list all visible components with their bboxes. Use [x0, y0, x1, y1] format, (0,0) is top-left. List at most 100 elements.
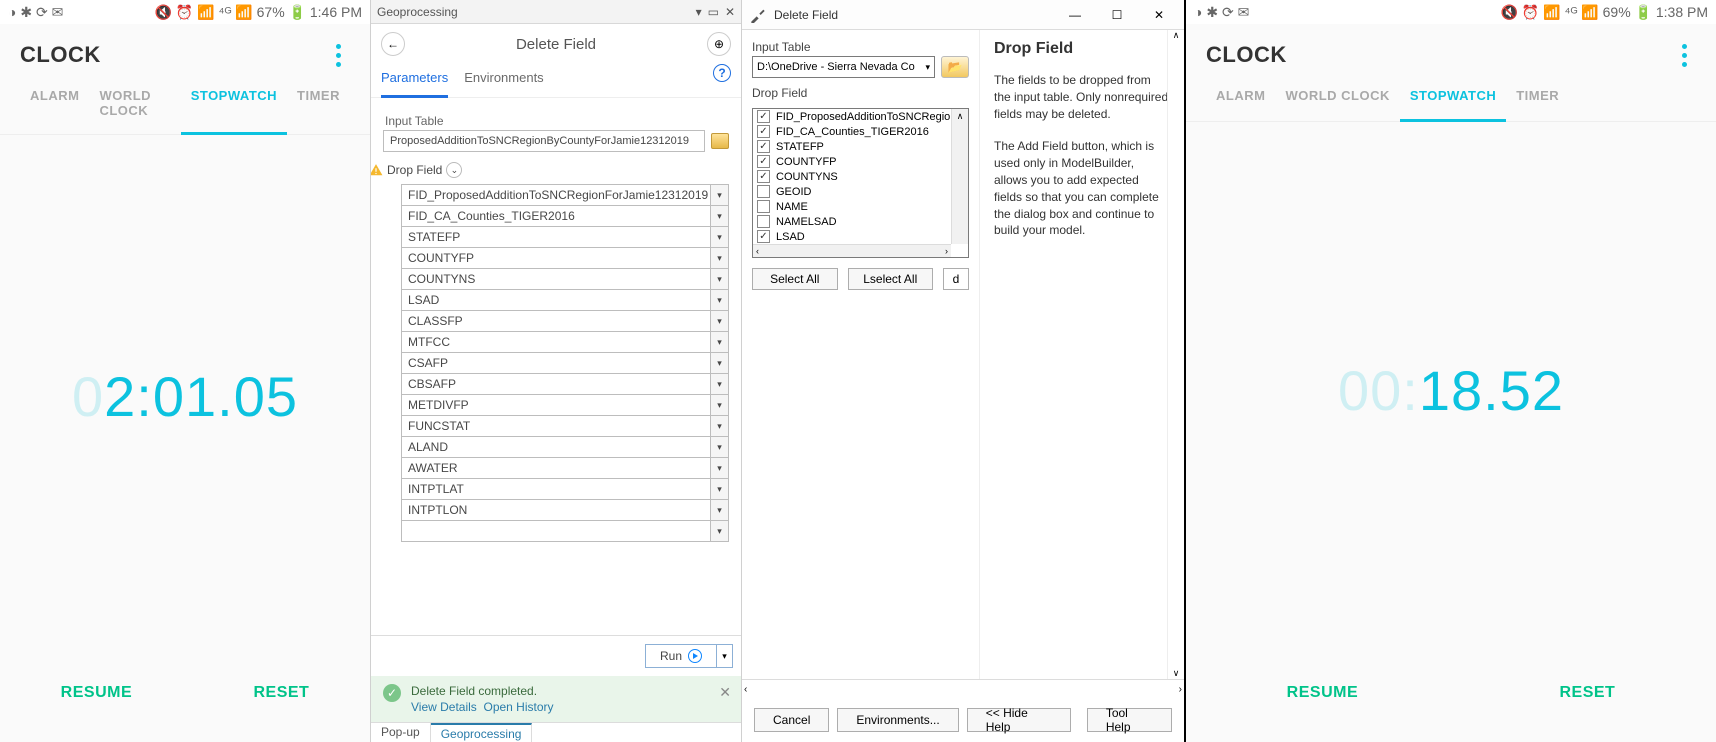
close-icon[interactable]: ✕ [725, 5, 735, 19]
field-checkbox-item[interactable]: ✓FID_CA_Counties_TIGER2016 [753, 124, 968, 139]
overflow-menu-icon[interactable] [1672, 43, 1696, 67]
drop-field-item[interactable]: FUNCSTAT▾ [401, 415, 729, 437]
drop-field-item[interactable]: CLASSFP▾ [401, 310, 729, 332]
dropdown-icon[interactable]: ▾ [710, 458, 728, 478]
drop-field-item[interactable]: FID_CA_Counties_TIGER2016▾ [401, 205, 729, 227]
drop-field-item[interactable]: AWATER▾ [401, 457, 729, 479]
dropdown-icon[interactable]: ▾ [710, 374, 728, 394]
cancel-button[interactable]: Cancel [754, 708, 829, 732]
checkbox-icon[interactable]: ✓ [757, 155, 770, 168]
help-scrollbar[interactable]: ∧∨ [1167, 30, 1184, 679]
field-checkbox-item[interactable]: GEOID [753, 184, 968, 199]
checkbox-icon[interactable]: ✓ [757, 170, 770, 183]
field-checkbox-item[interactable]: ✓COUNTYFP [753, 154, 968, 169]
drop-field-item[interactable]: COUNTYFP▾ [401, 247, 729, 269]
tab-timer[interactable]: TIMER [1506, 76, 1569, 121]
minimize-button[interactable]: — [1058, 4, 1092, 26]
checkbox-icon[interactable] [757, 215, 770, 228]
dropdown-icon[interactable]: ▾ [710, 206, 728, 226]
run-button[interactable]: Run [645, 644, 717, 668]
checkbox-icon[interactable]: ✓ [757, 230, 770, 243]
tab-world-clock[interactable]: WORLD CLOCK [1275, 76, 1399, 121]
select-all-button[interactable]: Select All [752, 268, 838, 290]
add-field-button[interactable]: d [943, 268, 969, 290]
dropdown-icon[interactable]: ▾ [710, 437, 728, 457]
view-details-link[interactable]: View Details [411, 700, 477, 714]
overflow-menu-icon[interactable] [326, 43, 350, 67]
dropdown-icon[interactable]: ▾ [710, 290, 728, 310]
drop-field-item[interactable]: COUNTYNS▾ [401, 268, 729, 290]
drop-field-item[interactable]: FID_ProposedAdditionToSNCRegionForJamie1… [401, 184, 729, 206]
tab-alarm[interactable]: ALARM [20, 76, 89, 134]
input-table-select[interactable]: D:\OneDrive - Sierra Nevada Co▾ [752, 56, 935, 78]
dropdown-icon[interactable]: ▾ [710, 416, 728, 436]
dialog-hscrollbar[interactable]: ‹› [742, 680, 1184, 698]
reset-button[interactable]: RESET [1559, 684, 1615, 702]
tab-alarm[interactable]: ALARM [1206, 76, 1275, 121]
expand-icon[interactable]: ⌄ [446, 162, 462, 178]
dropdown-icon[interactable]: ▾ [710, 185, 728, 205]
checkbox-icon[interactable]: ✓ [757, 140, 770, 153]
dropdown-icon[interactable]: ▾ [710, 500, 728, 520]
dismiss-icon[interactable]: ✕ [719, 684, 731, 701]
checkbox-icon[interactable]: ✓ [757, 125, 770, 138]
tab-world-clock[interactable]: WORLD CLOCK [89, 76, 180, 134]
hide-help-button[interactable]: << Hide Help [967, 708, 1071, 732]
dropdown-icon[interactable]: ▾ [710, 227, 728, 247]
field-checkbox-item[interactable]: ✓FID_ProposedAdditionToSNCRegionF [753, 109, 968, 124]
tab-timer[interactable]: TIMER [287, 76, 350, 134]
unselect-all-button[interactable]: Lselect All [848, 268, 934, 290]
drop-field-item[interactable]: STATEFP▾ [401, 226, 729, 248]
resume-button[interactable]: RESUME [61, 684, 132, 702]
field-checkbox-item[interactable]: ✓STATEFP [753, 139, 968, 154]
footer-tab-geoprocessing[interactable]: Geoprocessing [431, 723, 533, 742]
dropdown-icon[interactable]: ▾ [710, 248, 728, 268]
dropdown-icon[interactable]: ▾ [710, 479, 728, 499]
add-button[interactable]: ⊕ [707, 32, 731, 56]
dropdown-icon[interactable]: ▾ [710, 353, 728, 373]
list-vscrollbar[interactable]: ∧ [951, 109, 968, 244]
drop-field-item[interactable]: MTFCC▾ [401, 331, 729, 353]
drop-field-list[interactable]: ✓FID_ProposedAdditionToSNCRegionF✓FID_CA… [752, 108, 969, 258]
run-dropdown[interactable]: ▾ [717, 644, 733, 668]
dropdown-icon[interactable]: ▾ [710, 395, 728, 415]
drop-field-item[interactable]: INTPTLAT▾ [401, 478, 729, 500]
tab-stopwatch[interactable]: STOPWATCH [181, 76, 287, 135]
checkbox-icon[interactable]: ✓ [757, 110, 770, 123]
browse-icon[interactable] [711, 133, 729, 149]
tool-help-button[interactable]: Tool Help [1087, 708, 1172, 732]
dropdown-icon[interactable]: ▾ [710, 332, 728, 352]
list-hscrollbar[interactable]: ‹› [753, 244, 951, 257]
drop-field-item[interactable]: METDIVFP▾ [401, 394, 729, 416]
checkbox-icon[interactable] [757, 200, 770, 213]
pin-icon[interactable]: ▭ [708, 5, 719, 19]
footer-tab-popup[interactable]: Pop-up [371, 723, 431, 742]
back-button[interactable]: ← [381, 32, 405, 56]
dropdown-icon[interactable]: ▾ [696, 5, 702, 19]
tab-parameters[interactable]: Parameters [381, 64, 448, 98]
field-checkbox-item[interactable]: ✓LSAD [753, 229, 968, 244]
open-history-link[interactable]: Open History [483, 700, 553, 714]
tab-environments[interactable]: Environments [464, 64, 543, 97]
drop-field-item[interactable]: CSAFP▾ [401, 352, 729, 374]
drop-field-item[interactable]: LSAD▾ [401, 289, 729, 311]
checkbox-icon[interactable] [757, 185, 770, 198]
drop-field-item[interactable]: ▾ [401, 520, 729, 542]
field-checkbox-item[interactable]: NAMELSAD [753, 214, 968, 229]
resume-button[interactable]: RESUME [1287, 684, 1358, 702]
reset-button[interactable]: RESET [253, 684, 309, 702]
browse-button[interactable]: 📂 [941, 56, 969, 78]
close-button[interactable]: ✕ [1142, 4, 1176, 26]
environments-button[interactable]: Environments... [837, 708, 958, 732]
tab-stopwatch[interactable]: STOPWATCH [1400, 76, 1506, 122]
maximize-button[interactable]: ☐ [1100, 4, 1134, 26]
field-checkbox-item[interactable]: NAME [753, 199, 968, 214]
dropdown-icon[interactable]: ▾ [710, 269, 728, 289]
drop-field-item[interactable]: ALAND▾ [401, 436, 729, 458]
dropdown-icon[interactable]: ▾ [710, 521, 728, 541]
dropdown-icon[interactable]: ▾ [710, 311, 728, 331]
field-checkbox-item[interactable]: ✓COUNTYNS [753, 169, 968, 184]
input-table-field[interactable]: ProposedAdditionToSNCRegionByCountyForJa… [383, 130, 705, 152]
drop-field-item[interactable]: CBSAFP▾ [401, 373, 729, 395]
drop-field-item[interactable]: INTPTLON▾ [401, 499, 729, 521]
